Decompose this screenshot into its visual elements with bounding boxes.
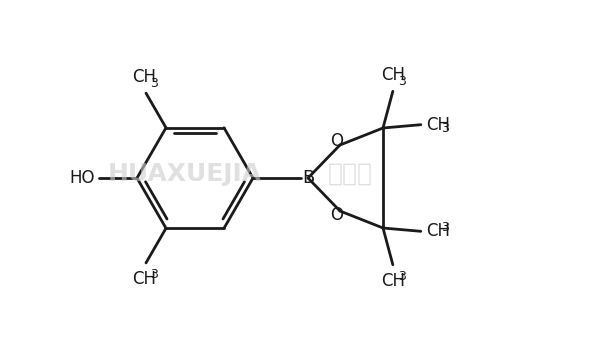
- Text: HUAXUEJIA: HUAXUEJIA: [108, 162, 262, 186]
- Text: B: B: [302, 169, 314, 187]
- Text: CH: CH: [132, 270, 156, 288]
- Text: CH: CH: [426, 222, 450, 240]
- Text: CH: CH: [132, 68, 156, 86]
- Text: O: O: [330, 206, 344, 224]
- Text: HO: HO: [69, 169, 95, 187]
- Text: 化学加: 化学加: [327, 162, 373, 186]
- Text: 3: 3: [150, 268, 158, 281]
- Text: 3: 3: [150, 77, 158, 90]
- Text: 3: 3: [441, 122, 449, 135]
- Text: CH: CH: [426, 116, 450, 134]
- Text: 3: 3: [398, 75, 406, 88]
- Text: CH: CH: [381, 66, 405, 84]
- Text: 3: 3: [398, 270, 406, 283]
- Text: 3: 3: [441, 221, 449, 234]
- Text: O: O: [330, 132, 344, 150]
- Text: CH: CH: [381, 272, 405, 290]
